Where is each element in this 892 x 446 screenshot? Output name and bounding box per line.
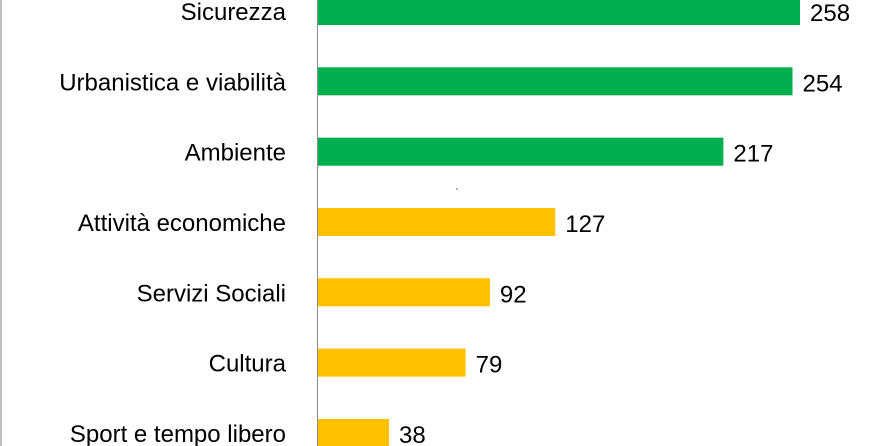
value-label-0: 258: [810, 0, 850, 27]
bar-2: [318, 137, 724, 166]
bar-1: [318, 67, 793, 96]
labels-layer: Sicurezza 258 Urbanistica e viabilità 254 Am…: [59, 0, 850, 446]
category-label-6: Sport e tempo libero: [70, 421, 286, 446]
category-label-2: Ambiente: [185, 140, 286, 167]
stray-dot: [456, 188, 458, 190]
category-label-0: Sicurezza: [181, 0, 287, 26]
bar-6: [318, 419, 389, 446]
value-label-1: 254: [803, 70, 843, 97]
category-label-5: Cultura: [209, 351, 287, 378]
value-label-5: 79: [476, 352, 503, 379]
category-label-3: Attività economiche: [78, 210, 286, 237]
value-label-3: 127: [565, 211, 605, 238]
value-label-6: 38: [399, 422, 426, 446]
bar-0: [318, 0, 800, 25]
bar-3: [318, 208, 556, 236]
value-label-2: 217: [733, 141, 773, 168]
bars-layer: [318, 0, 800, 446]
bar-4: [318, 278, 490, 307]
category-label-1: Urbanistica e viabilità: [59, 69, 286, 96]
bar-5: [318, 348, 466, 377]
category-label-4: Servizi Sociali: [137, 280, 286, 307]
value-label-4: 92: [500, 281, 527, 308]
